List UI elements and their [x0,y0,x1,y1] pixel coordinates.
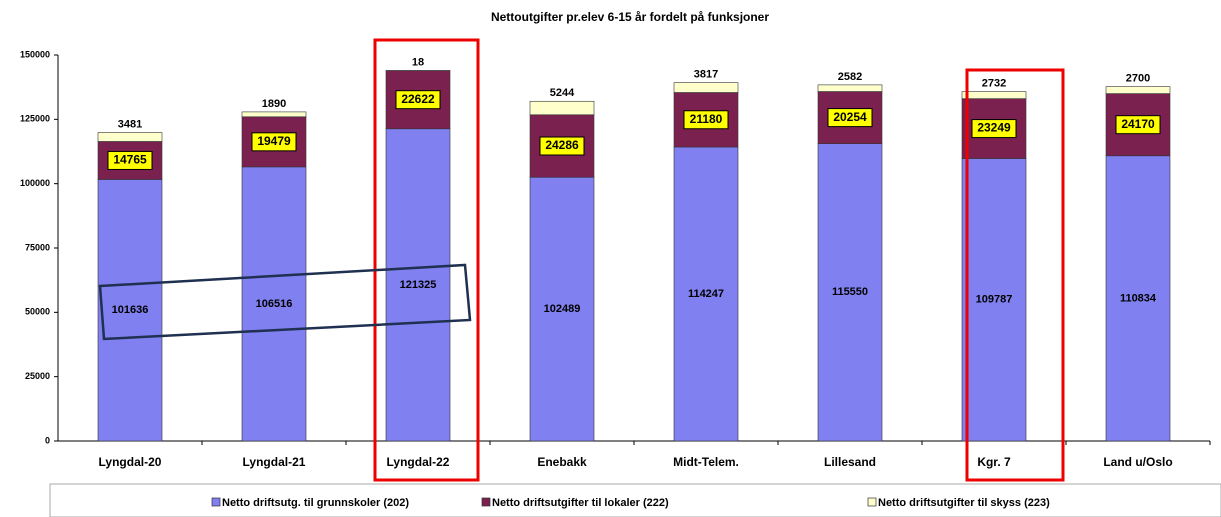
y-tick-label: 50000 [25,307,50,317]
legend-label: Netto driftsutgifter til skyss (223) [878,497,1050,509]
value-label-box [971,119,1017,139]
value-label: 109787 [976,294,1013,306]
bar-segment [961,91,1027,99]
value-label: 114247 [688,288,724,300]
x-tick-label: Lyngdal-20 [99,455,162,469]
value-label: 101636 [112,304,149,316]
value-label: 19479 [257,134,291,148]
bar-segment [529,176,595,442]
value-label: 115550 [832,286,868,298]
chart-title: Nettoutgifter pr.elev 6-15 år fordelt på… [491,10,769,24]
legend-label: Netto driftsutg. til grunnskoler (202) [222,497,409,509]
value-label-box [1115,115,1161,135]
legend-swatch [867,497,877,507]
value-label-box [107,150,153,170]
value-label: 1890 [262,98,286,110]
bar-segment [817,143,883,442]
value-label: 2732 [982,78,1006,90]
y-tick-label: 75000 [25,242,50,252]
bar-segment [529,100,595,116]
x-tick-label: Kgr. 7 [977,455,1011,469]
x-tick-label: Lyngdal-22 [387,455,450,469]
bar-segment [1105,155,1171,442]
highlight-box [965,68,1065,482]
value-label: 20254 [833,110,867,124]
bar-segment [241,111,307,118]
y-tick-label: 100000 [20,178,50,188]
bar-segment [961,158,1027,442]
legend-swatch [481,497,491,507]
bar-segment [1105,86,1171,94]
value-label-box [539,136,585,156]
value-label: 21180 [690,112,723,126]
bar-segment [241,166,307,442]
value-label: 106516 [256,298,293,310]
x-tick-label: Lyngdal-21 [243,455,306,469]
highlight-box [98,263,472,341]
highlight-box [373,38,480,482]
value-label-box [827,108,873,128]
y-tick-label: 0 [45,435,50,445]
value-label: 22622 [401,92,435,106]
value-label-box [251,132,297,152]
bar-segment [97,179,163,442]
x-tick-label: Lillesand [824,455,876,469]
value-label: 5244 [550,87,575,99]
bar-segment [385,128,451,442]
bar-segment [673,82,739,93]
value-label: 110834 [1120,292,1157,304]
value-label: 121325 [400,279,437,291]
x-tick-label: Land u/Oslo [1103,455,1172,469]
value-label: 3817 [694,69,718,81]
value-label: 14765 [113,153,147,167]
bar-segment [673,146,739,442]
value-label: 18 [412,56,424,68]
bar-segment [97,132,163,142]
y-tick-label: 125000 [20,114,50,124]
value-label-box [683,110,729,130]
value-label: 23249 [977,121,1011,135]
legend-label: Netto driftsutgifter til lokaler (222) [492,497,669,509]
value-label: 102489 [544,303,581,315]
x-tick-label: Enebakk [537,455,587,469]
legend-box [49,483,1221,517]
value-label: 2700 [1126,73,1150,85]
value-label: 24286 [545,138,579,152]
value-label: 2582 [838,71,862,83]
y-tick-label: 150000 [20,49,50,59]
value-label: 24170 [1121,117,1155,131]
legend-swatch [211,497,221,507]
y-tick-label: 25000 [25,371,50,381]
x-tick-label: Midt-Telem. [673,455,739,469]
value-label: 3481 [118,118,142,130]
value-label-box [395,90,441,110]
bar-segment [817,84,883,92]
